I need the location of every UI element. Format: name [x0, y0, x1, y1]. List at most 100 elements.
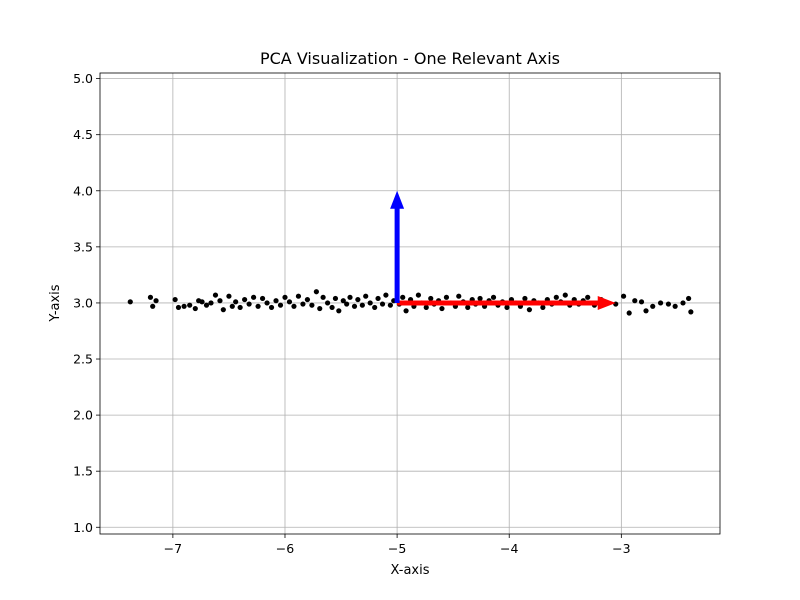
point: [277, 302, 284, 308]
arrow: [390, 190, 405, 303]
point: [680, 300, 686, 306]
point: [456, 293, 462, 299]
point: [329, 304, 335, 311]
point: [212, 292, 219, 298]
point: [477, 295, 483, 302]
point: [172, 296, 178, 303]
point: [220, 307, 226, 313]
point: [300, 301, 306, 307]
point: [264, 300, 270, 306]
point: [320, 294, 326, 300]
point: [203, 302, 210, 308]
point: [237, 304, 243, 311]
point: [443, 294, 450, 300]
point: [355, 296, 361, 303]
arrow: [397, 295, 616, 310]
point: [379, 301, 386, 307]
point: [686, 295, 692, 302]
point: [246, 301, 252, 307]
point: [359, 302, 365, 308]
point: [153, 298, 159, 304]
point: [324, 300, 331, 306]
x-tick-label: −7: [164, 541, 182, 556]
y-tick-label: 3.5: [73, 239, 93, 254]
point: [383, 292, 389, 298]
y-tick-label: 1.5: [73, 464, 93, 479]
point: [643, 308, 649, 314]
point: [217, 298, 223, 304]
point: [522, 295, 528, 302]
y-axis-label: Y-axis: [48, 284, 63, 322]
x-tick-label: −5: [388, 541, 406, 556]
point: [372, 304, 378, 311]
point: [387, 302, 393, 308]
point: [208, 300, 214, 306]
point: [317, 305, 323, 312]
point: [540, 304, 546, 311]
y-tick-label: 2.5: [73, 352, 93, 367]
point: [268, 304, 275, 311]
point: [150, 303, 156, 309]
point: [175, 304, 182, 311]
point: [242, 296, 248, 303]
point: [562, 292, 568, 298]
point: [192, 305, 198, 312]
point: [127, 299, 133, 305]
point: [367, 300, 373, 306]
y-tick-label: 4.5: [73, 127, 93, 142]
point: [199, 299, 205, 305]
x-axis-label: X-axis: [391, 563, 430, 578]
y-tick-label: 4.0: [73, 183, 93, 198]
point: [363, 293, 369, 299]
point: [490, 294, 497, 300]
point: [632, 298, 638, 304]
point: [626, 310, 632, 316]
chart-title: PCA Visualization - One Relevant Axis: [260, 49, 560, 68]
point: [181, 303, 187, 309]
point: [650, 303, 656, 309]
point: [620, 293, 627, 299]
point: [665, 301, 672, 307]
point: [553, 294, 559, 300]
point: [291, 303, 297, 309]
point: [332, 295, 339, 302]
point: [340, 298, 346, 304]
point: [295, 293, 302, 299]
x-tick-label: −6: [276, 541, 294, 556]
x-tick-label: −4: [500, 541, 518, 556]
point: [313, 289, 319, 295]
point: [585, 294, 591, 300]
point: [229, 303, 235, 309]
point: [147, 294, 154, 300]
point: [351, 303, 358, 309]
point: [428, 295, 434, 302]
point: [286, 299, 293, 305]
y-tick-label: 1.0: [73, 520, 93, 535]
point: [309, 302, 315, 308]
point: [259, 295, 266, 302]
point: [688, 309, 694, 315]
point: [347, 294, 353, 300]
point: [282, 294, 288, 300]
point: [336, 308, 342, 314]
point: [187, 302, 193, 308]
y-tick-label: 3.0: [73, 295, 93, 310]
point: [344, 301, 350, 307]
point: [439, 305, 445, 312]
point: [250, 294, 257, 300]
point: [526, 307, 533, 313]
point: [657, 300, 664, 306]
point: [273, 298, 279, 304]
y-tick-label: 2.0: [73, 408, 93, 423]
point: [255, 303, 261, 309]
point: [400, 294, 406, 300]
point: [226, 293, 232, 299]
point: [423, 304, 429, 311]
point: [375, 295, 381, 302]
point: [233, 299, 239, 305]
point: [403, 308, 409, 314]
point: [304, 296, 311, 303]
point: [465, 304, 471, 311]
plot-frame: [99, 72, 721, 535]
